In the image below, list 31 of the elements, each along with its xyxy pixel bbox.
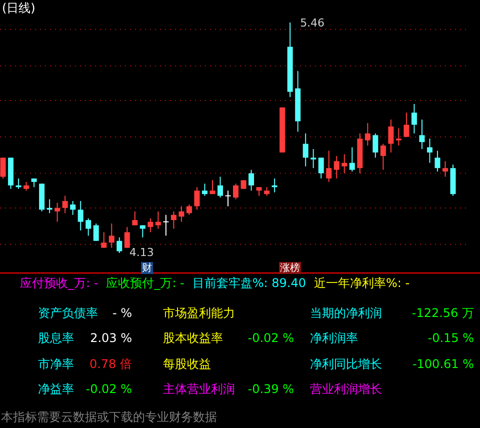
- text: 市场盈利能力: [163, 306, 235, 320]
- text: 应收预付_万: -: [106, 276, 184, 290]
- text: 目前套牢盘%: 89.40: [192, 276, 306, 290]
- text: -0.02 %: [248, 331, 294, 345]
- chart-title: (日线): [2, 1, 36, 15]
- text: -100.61 %: [412, 357, 474, 371]
- text: - %: [112, 306, 132, 320]
- text: 市净率: [38, 357, 74, 371]
- text: 营业利润增长: [310, 382, 382, 396]
- text: 净利同比增长: [310, 357, 382, 371]
- text: 当期的净利润: [310, 306, 382, 320]
- text: 资产负债率: [38, 306, 98, 320]
- text: 财: [142, 262, 152, 274]
- text: 近一年净利率%: -: [314, 276, 410, 290]
- annotation: 5.46: [300, 16, 325, 30]
- text: 主体营业利润: [163, 382, 235, 396]
- text: 2.03 %: [90, 331, 132, 345]
- text: -122.56 万: [412, 306, 474, 320]
- text: 净利润率: [310, 331, 358, 345]
- text: -0.39 %: [248, 382, 294, 396]
- text: 每股收益: [163, 357, 211, 371]
- text: -0.15 %: [428, 331, 474, 345]
- annotation: 4.13: [129, 246, 154, 259]
- text: 本指标需要云数据或下载的专业财务数据: [1, 410, 217, 424]
- text: 股息率: [38, 331, 74, 345]
- text: 涨榜: [280, 262, 300, 274]
- text: 股本收益率: [163, 331, 223, 345]
- text: -0.02 %: [86, 382, 132, 396]
- text: 应付预收_万: -: [20, 276, 98, 290]
- text: 0.78 倍: [89, 357, 132, 371]
- text: 净益率: [38, 382, 74, 396]
